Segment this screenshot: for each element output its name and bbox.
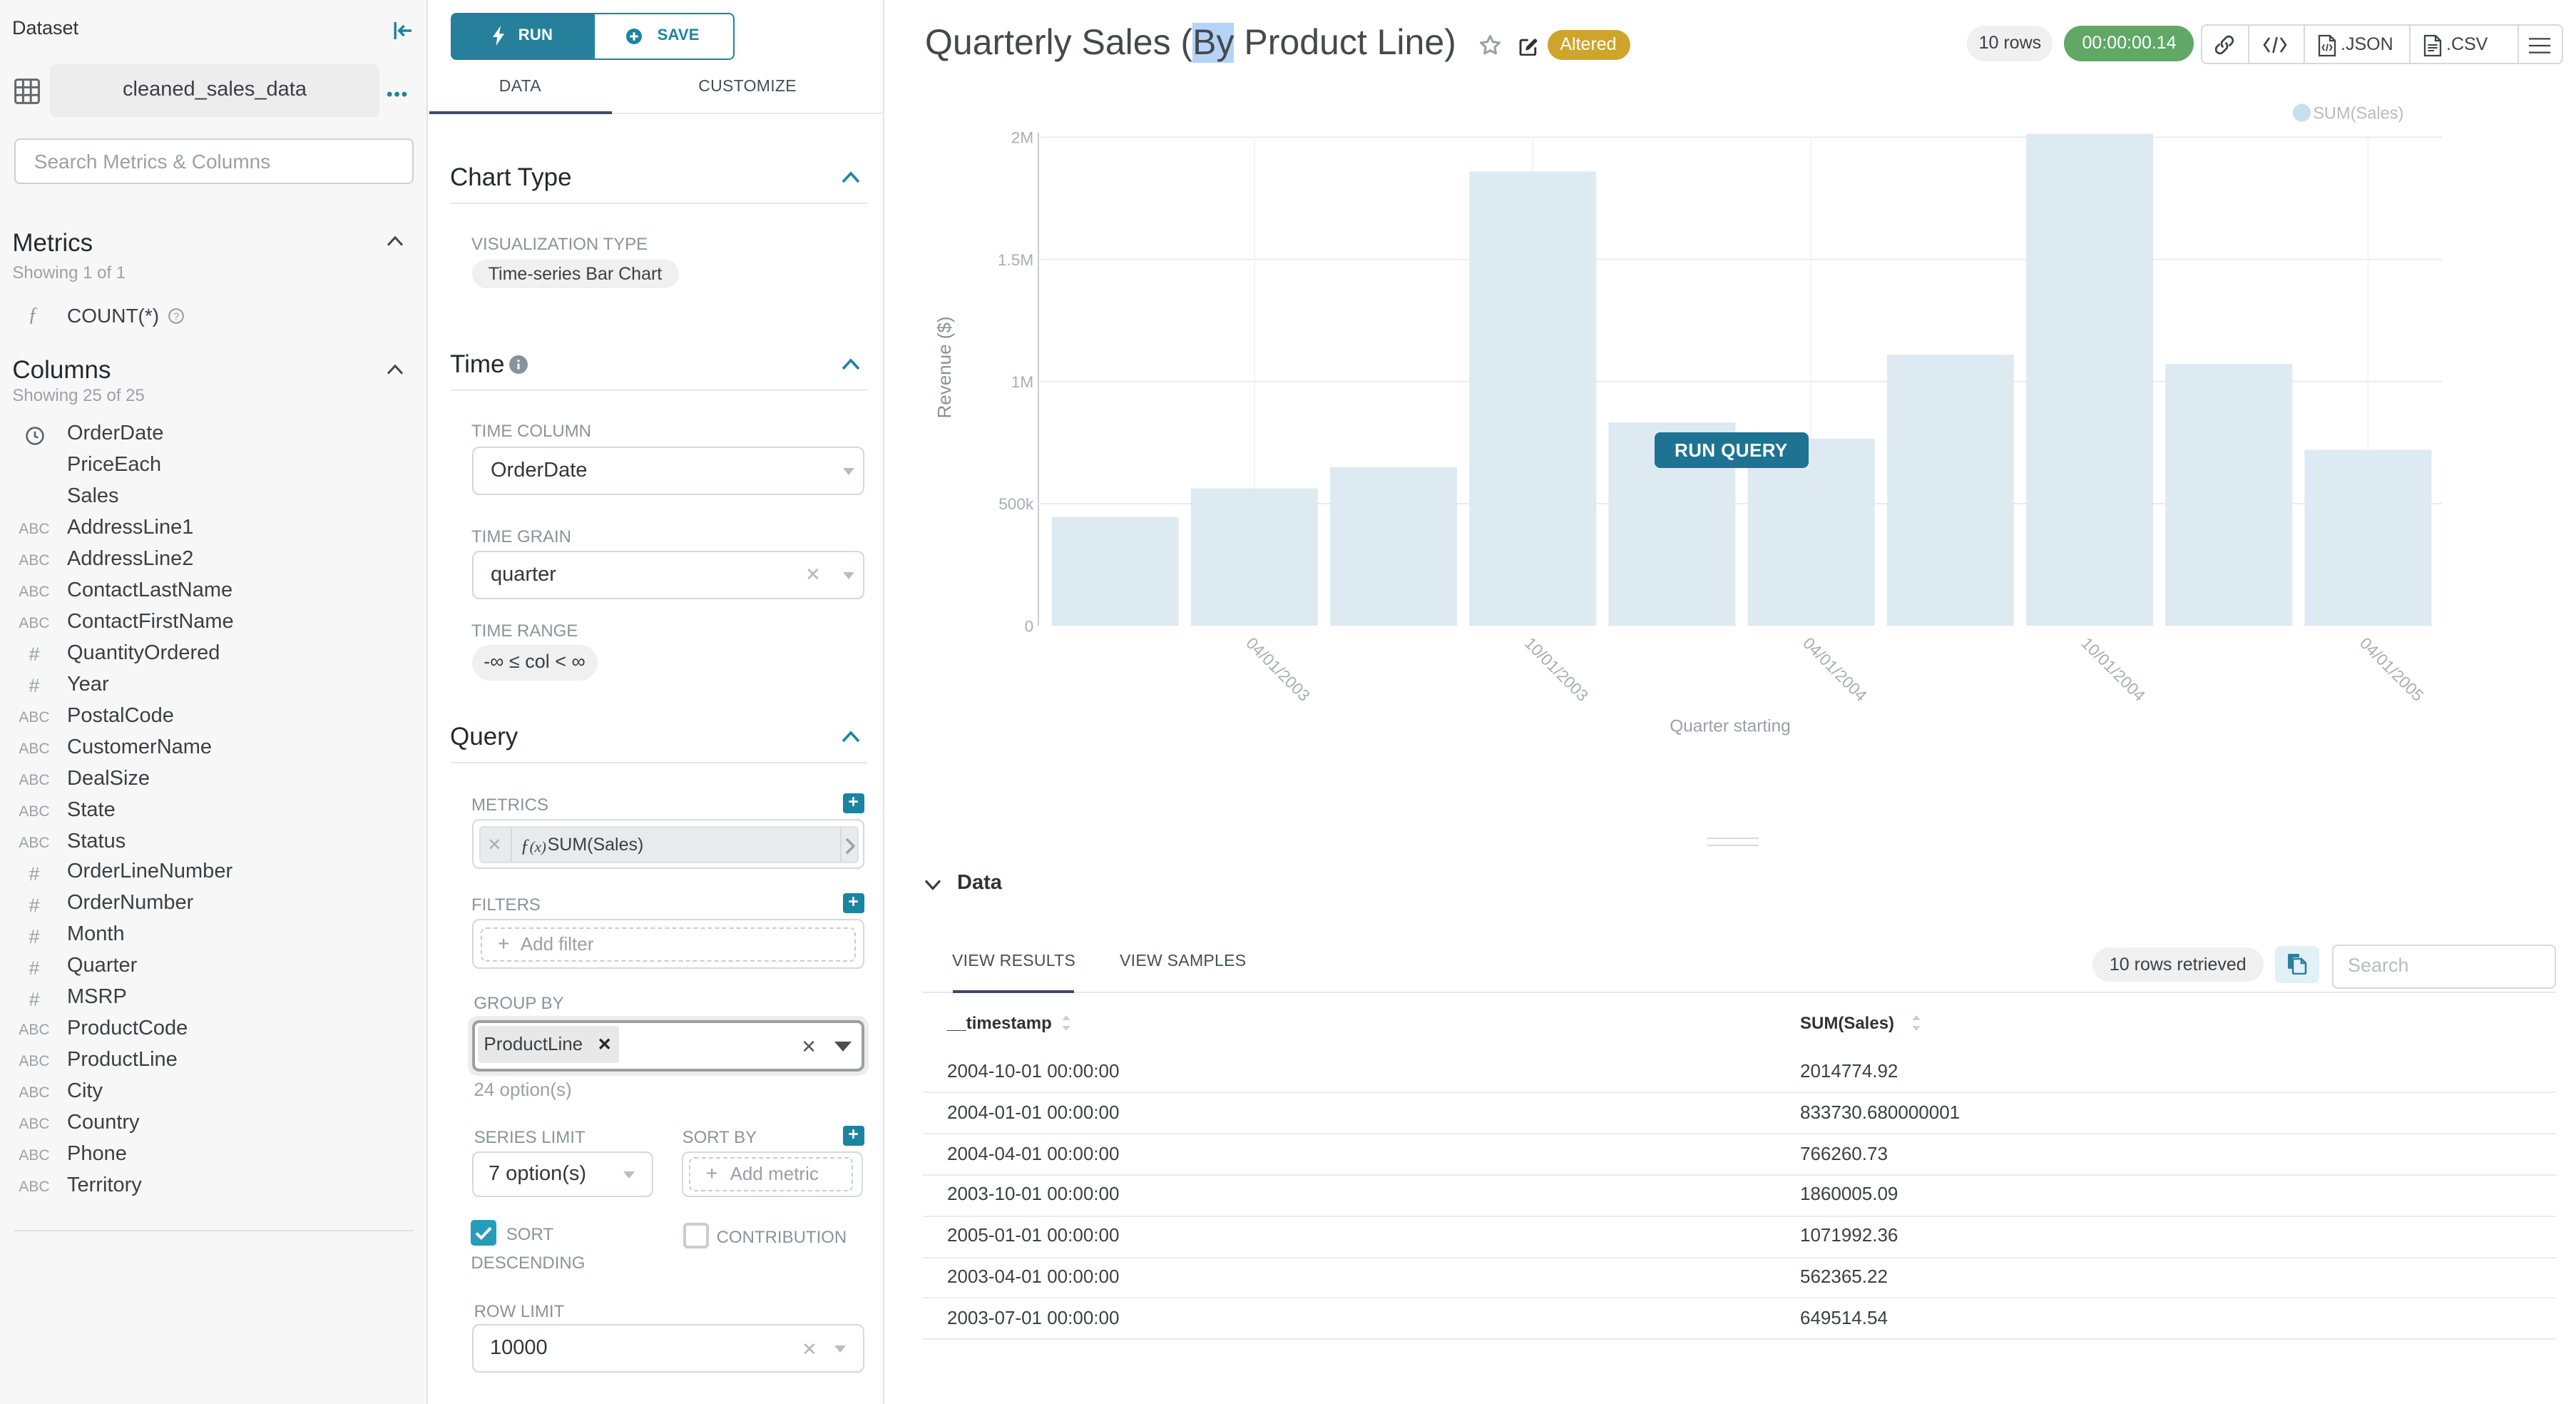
svg-text:04/01/2004: 04/01/2004 (1799, 634, 1871, 705)
svg-text:2M: 2M (1011, 129, 1033, 147)
svg-text:10/01/2003: 10/01/2003 (1521, 634, 1593, 705)
svg-text:Revenue ($): Revenue ($) (934, 316, 955, 418)
svg-text:1M: 1M (1011, 373, 1033, 391)
svg-text:1.5M: 1.5M (998, 251, 1033, 269)
svg-text:04/01/2005: 04/01/2005 (2356, 634, 2428, 705)
svg-text:500k: 500k (998, 495, 1034, 513)
svg-text:Quarter starting: Quarter starting (1670, 716, 1790, 736)
svg-text:?: ? (173, 310, 179, 322)
svg-text:SUM(Sales): SUM(Sales) (2313, 105, 2403, 123)
svg-text:10/01/2004: 10/01/2004 (2077, 634, 2149, 705)
svg-text:0: 0 (1025, 617, 1034, 635)
svg-text:04/01/2003: 04/01/2003 (1242, 634, 1314, 705)
